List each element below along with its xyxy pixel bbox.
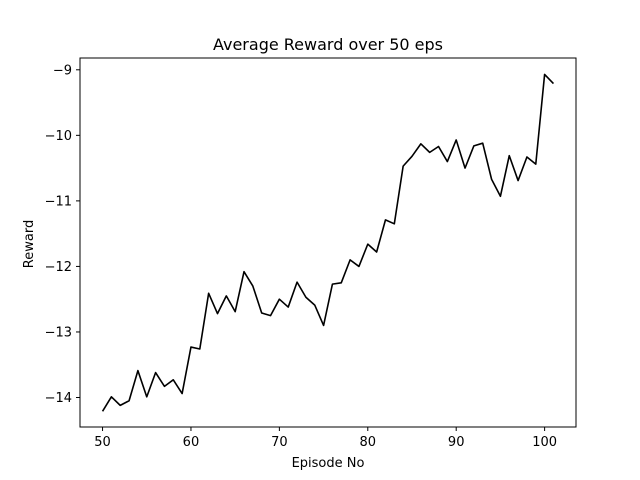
y-tick-label: −9 (53, 63, 72, 78)
series-line-0 (101, 73, 555, 412)
y-axis: −14 −13 −12 −11 −10 −9 (45, 63, 80, 406)
y-axis-label: Reward (22, 220, 37, 268)
x-axis-label: Episode No (292, 456, 365, 471)
chart-title: Average Reward over 50 eps (213, 35, 443, 54)
x-axis: 50 60 70 80 90 100 (94, 427, 557, 450)
x-tick-label: 80 (360, 435, 377, 450)
x-tick-label: 100 (532, 435, 557, 450)
series-layer (101, 73, 555, 412)
plot-area: 50 60 70 80 90 100 −14 −13 −12 −11 −10 −9 (45, 57, 577, 450)
x-tick-label: 70 (271, 435, 288, 450)
plot-frame (79, 57, 577, 428)
axes-frame (79, 57, 577, 428)
x-tick-label: 60 (183, 435, 200, 450)
y-tick-label: −14 (45, 391, 72, 406)
x-tick-label: 90 (448, 435, 465, 450)
y-tick-label: −10 (45, 129, 72, 144)
y-tick-label: −13 (45, 325, 72, 340)
y-tick-label: −11 (45, 194, 72, 209)
y-tick-label: −12 (45, 260, 72, 275)
x-tick-label: 50 (94, 435, 111, 450)
